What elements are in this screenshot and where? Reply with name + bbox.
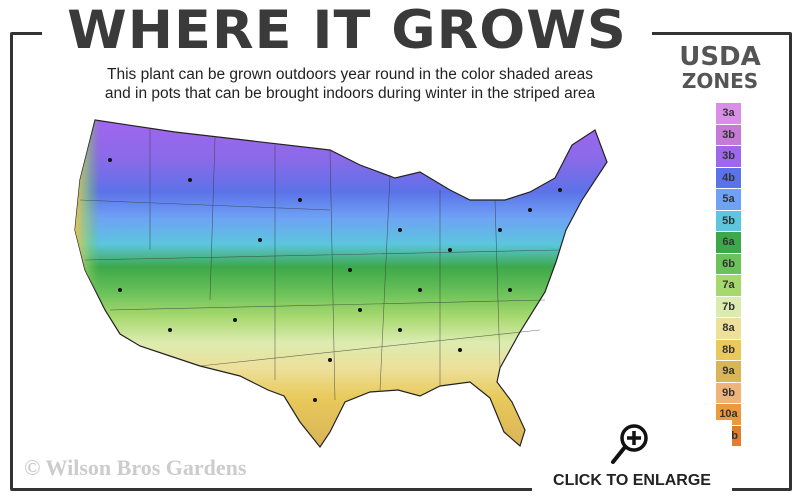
copyright-watermark: © Wilson Bros Gardens (24, 455, 247, 480)
zone-legend: 3a3b3b4b5a5b6a6b7a7b8a8b9a9b10a10b (716, 103, 741, 447)
subtitle-line-1: This plant can be grown outdoors year ro… (107, 66, 593, 83)
legend-zone-6a: 6a (716, 232, 741, 253)
legend-zone-8a: 8a (716, 318, 741, 339)
click-to-enlarge-button[interactable]: CLICK TO ENLARGE (532, 420, 732, 496)
page-title: WHERE IT GROWS (42, 2, 652, 60)
legend-zone-8b: 8b (716, 339, 741, 360)
legend-zone-9a: 9a (716, 361, 741, 382)
legend-title-usda: USDA (679, 42, 761, 72)
legend-zone-5b: 5b (716, 210, 741, 231)
legend-zone-3a: 3a (716, 103, 741, 124)
enlarge-label: CLICK TO ENLARGE (553, 472, 711, 489)
legend-title-zones: ZONES (681, 69, 759, 93)
legend-zone-3b: 3b (716, 146, 741, 167)
usda-zone-map[interactable] (60, 110, 660, 455)
legend-zone-7a: 7a (716, 275, 741, 296)
west-coast-warm-zones (75, 120, 175, 350)
legend-title: USDA ZONES (656, 44, 784, 92)
state-lines (79, 128, 561, 401)
legend-zone-3b: 3b (716, 124, 741, 145)
legend-zone-6b: 6b (716, 253, 741, 274)
legend-zone-9b: 9b (716, 382, 741, 403)
zoom-in-magnifier-icon (611, 424, 648, 464)
subtitle: This plant can be grown outdoors year ro… (40, 65, 660, 103)
legend-zone-5a: 5a (716, 189, 741, 210)
city-dots (108, 158, 562, 402)
legend-zone-4b: 4b (716, 167, 741, 188)
legend-zone-10a: 10a (716, 404, 741, 425)
legend-zone-7b: 7b (716, 296, 741, 317)
subtitle-line-2: and in pots that can be brought indoors … (104, 85, 596, 102)
